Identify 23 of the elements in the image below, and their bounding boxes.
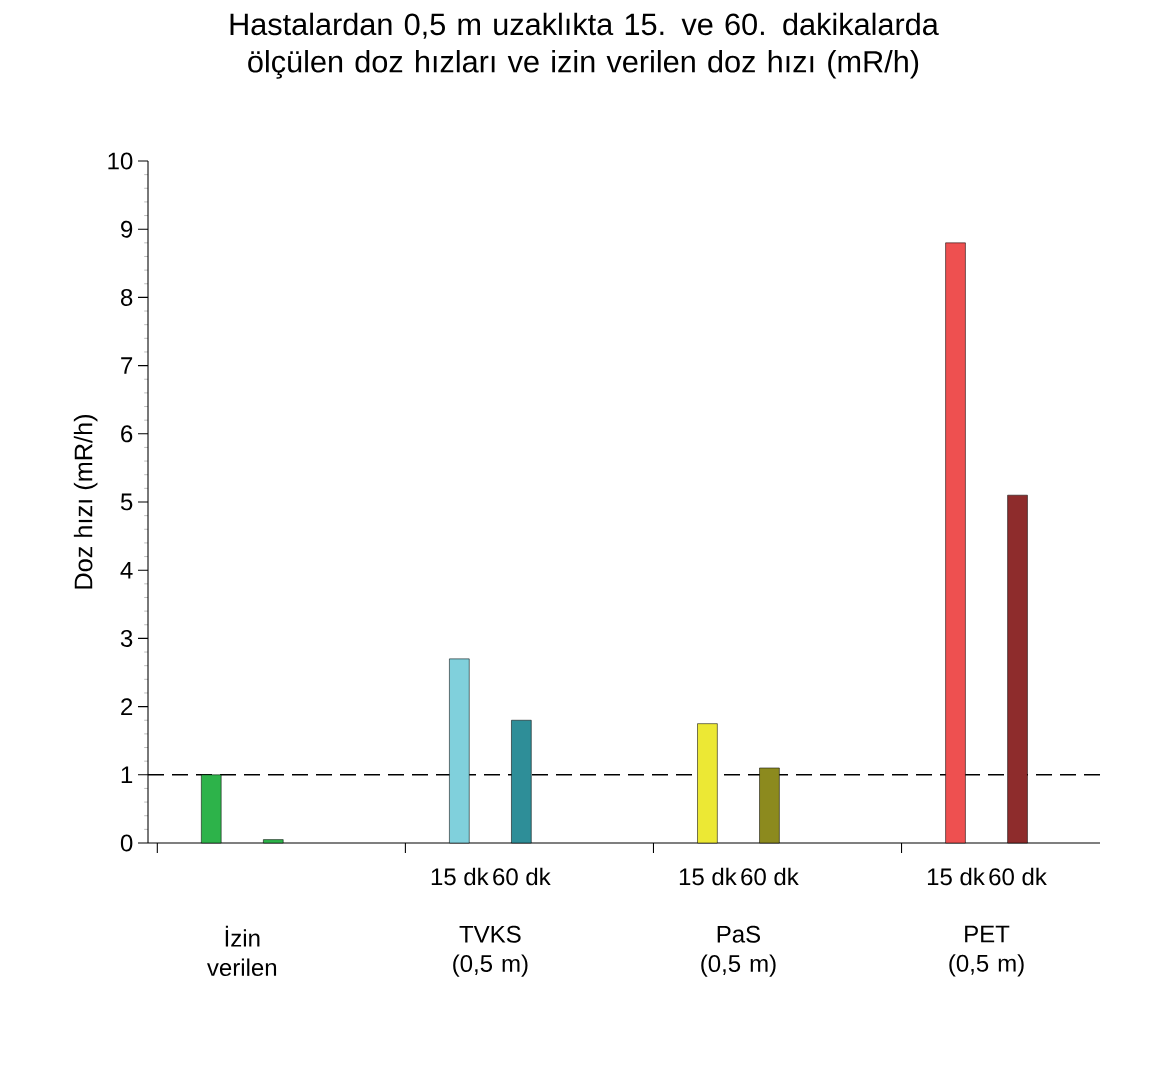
x-tick-label: 60 dk xyxy=(493,867,551,886)
text: PaS (0,5 m) xyxy=(701,925,776,977)
x-tick-label: 15 dk xyxy=(679,867,737,886)
x-tick-label: 15 dk xyxy=(927,867,985,886)
x-tick-label: 15 dk xyxy=(431,867,489,886)
y-tick-label: 6 xyxy=(121,425,133,443)
y-tick-label: 3 xyxy=(120,629,133,647)
y-tick-label: 10 xyxy=(108,152,133,170)
x-tick-label: 60 dk xyxy=(741,867,799,886)
y-axis-title: Doz hızı (mR/h) xyxy=(73,414,98,589)
y-tick-label: 8 xyxy=(120,288,133,306)
text: PET (0,5 m) xyxy=(949,925,1024,977)
y-tick-label: 5 xyxy=(120,493,133,511)
chart-title: Hastalardan 0,5 m uzaklıkta 15. ve 60. dakikalarda ölçülen doz hızları ve izin verilen doz hızı (mR/h) xyxy=(230,12,939,79)
y-tick-label: 4 xyxy=(120,561,133,579)
text: İzin verilen xyxy=(207,925,277,977)
y-tick-label: 7 xyxy=(121,357,133,374)
text: TVKS (0,5 m) xyxy=(453,925,528,977)
y-tick-label: 2 xyxy=(121,698,133,715)
y-tick-label: 1 xyxy=(121,766,133,784)
y-tick-label: 9 xyxy=(121,220,133,238)
y-tick-label: 0 xyxy=(120,834,133,852)
x-tick-label: 60 dk xyxy=(989,867,1047,886)
